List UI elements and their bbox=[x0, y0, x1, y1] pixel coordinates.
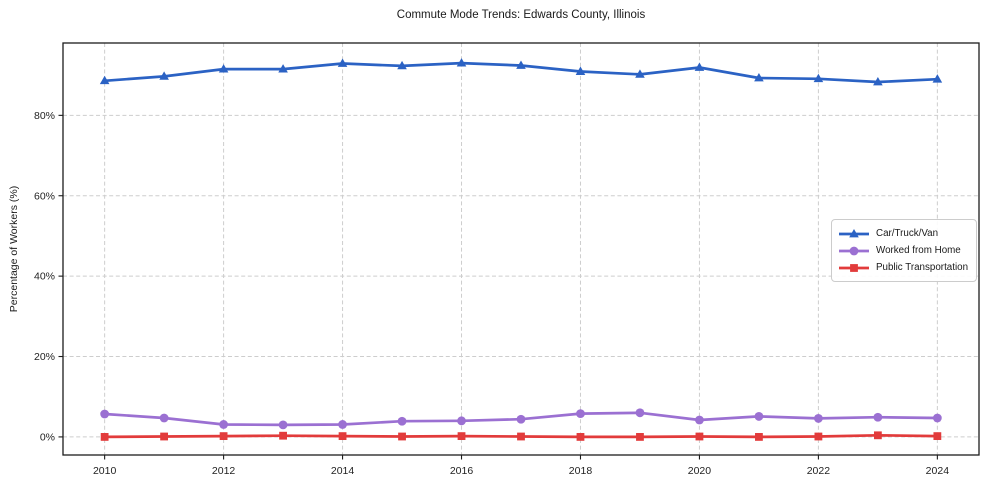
data-point-marker-public-transportation bbox=[873, 431, 882, 440]
data-point-marker-worked-from-home bbox=[100, 409, 110, 419]
legend-marker bbox=[850, 263, 858, 272]
axes-spines bbox=[62, 42, 980, 456]
y-tick-label: 0% bbox=[40, 432, 55, 444]
data-point-marker-public-transportation bbox=[517, 432, 525, 441]
data-point-marker-public-transportation bbox=[755, 433, 763, 441]
data-point-marker-worked-from-home bbox=[397, 416, 407, 426]
x-tick-label: 2022 bbox=[807, 465, 831, 477]
data-point-marker-public-transportation bbox=[576, 433, 585, 441]
y-tick-label: 60% bbox=[34, 190, 55, 202]
x-tick-label: 2018 bbox=[569, 465, 593, 477]
x-tick-label: 2010 bbox=[93, 465, 117, 477]
data-point-marker-worked-from-home bbox=[219, 420, 228, 429]
legend-swatch-circle-icon bbox=[839, 246, 869, 255]
legend-entry-worked-from-home: Worked from Home bbox=[838, 242, 969, 259]
legend-marker bbox=[849, 228, 859, 237]
data-point-marker-car-truck-van bbox=[932, 74, 943, 83]
x-tick-label: 2024 bbox=[926, 465, 950, 477]
y-tick-label: 80% bbox=[34, 110, 55, 122]
data-point-marker-public-transportation bbox=[398, 432, 406, 441]
data-point-marker-public-transportation bbox=[457, 432, 466, 441]
data-point-marker-worked-from-home bbox=[932, 413, 942, 423]
data-point-marker-worked-from-home bbox=[873, 412, 883, 422]
data-point-marker-worked-from-home bbox=[695, 415, 704, 425]
data-point-marker-car-truck-van bbox=[754, 72, 764, 82]
data-point-marker-worked-from-home bbox=[516, 414, 526, 424]
data-point-marker-worked-from-home bbox=[457, 416, 466, 426]
data-point-marker-worked-from-home bbox=[338, 420, 347, 429]
data-point-marker-car-truck-van bbox=[516, 60, 526, 69]
legend-label: Car/Truck/Van bbox=[876, 228, 939, 239]
data-point-marker-public-transportation bbox=[814, 432, 823, 441]
x-tick-label: 2012 bbox=[212, 465, 236, 477]
y-tick-label: 40% bbox=[34, 271, 55, 283]
data-point-marker-public-transportation bbox=[279, 431, 287, 440]
data-point-marker-public-transportation bbox=[933, 432, 942, 441]
data-point-marker-public-transportation bbox=[219, 432, 228, 441]
data-point-marker-car-truck-van bbox=[337, 58, 348, 67]
data-point-marker-car-truck-van bbox=[218, 64, 229, 73]
legend-swatch-square-icon bbox=[839, 263, 869, 272]
data-point-marker-car-truck-van bbox=[278, 64, 288, 73]
data-point-marker-public-transportation bbox=[636, 433, 644, 441]
data-point-marker-worked-from-home bbox=[159, 413, 169, 423]
x-tick-label: 2020 bbox=[688, 465, 712, 477]
data-point-marker-public-transportation bbox=[695, 432, 704, 441]
legend-marker bbox=[849, 246, 859, 255]
legend: Car/Truck/Van Worked from Home Public Tr… bbox=[831, 219, 977, 282]
data-point-marker-car-truck-van bbox=[397, 60, 407, 70]
x-tick-label: 2014 bbox=[331, 465, 355, 477]
plot-background bbox=[63, 43, 979, 455]
data-point-marker-public-transportation bbox=[338, 432, 347, 441]
x-tick-label: 2016 bbox=[450, 465, 474, 477]
data-point-marker-car-truck-van bbox=[159, 71, 169, 80]
data-point-marker-worked-from-home bbox=[635, 408, 645, 418]
legend-swatch-triangle-icon bbox=[839, 228, 869, 237]
chart-title: Commute Mode Trends: Edwards County, Ill… bbox=[396, 9, 646, 21]
data-point-marker-public-transportation bbox=[100, 433, 109, 441]
data-point-marker-car-truck-van bbox=[813, 73, 824, 83]
data-point-marker-worked-from-home bbox=[814, 414, 823, 423]
legend-label: Public Transportation bbox=[876, 262, 969, 273]
data-point-marker-car-truck-van bbox=[456, 58, 467, 67]
data-point-marker-worked-from-home bbox=[278, 420, 288, 430]
y-tick-label: 20% bbox=[34, 351, 55, 363]
data-point-marker-car-truck-van bbox=[99, 75, 110, 85]
data-point-marker-public-transportation bbox=[160, 432, 169, 441]
data-point-marker-car-truck-van bbox=[694, 62, 705, 71]
data-point-marker-car-truck-van bbox=[575, 66, 586, 75]
legend-entry-public-transportation: Public Transportation bbox=[838, 259, 969, 276]
legend-label: Worked from Home bbox=[876, 245, 961, 256]
data-point-marker-car-truck-van bbox=[873, 76, 883, 86]
data-point-marker-car-truck-van bbox=[635, 69, 645, 78]
data-point-marker-worked-from-home bbox=[754, 412, 764, 421]
data-point-marker-worked-from-home bbox=[576, 409, 585, 418]
legend-entry-car-truck-van: Car/Truck/Van bbox=[838, 225, 969, 242]
